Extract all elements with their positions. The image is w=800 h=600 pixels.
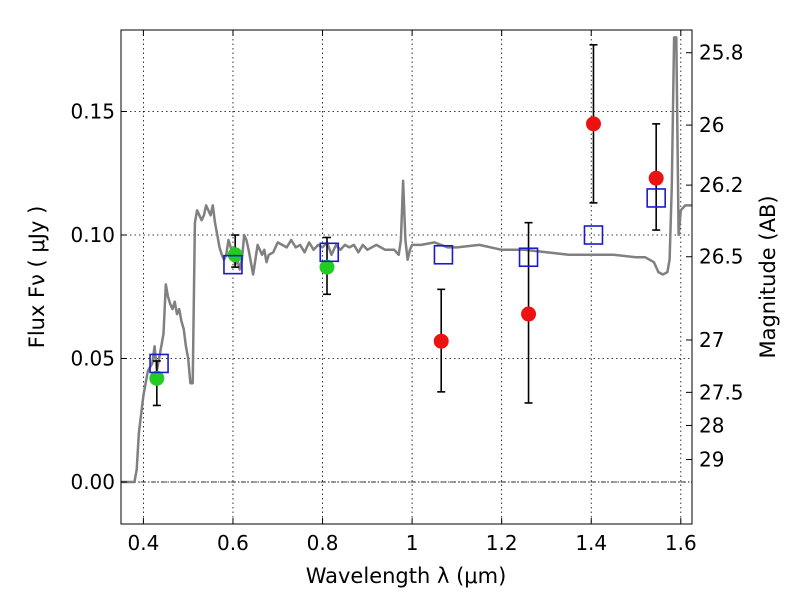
model-spectrum-line: [121, 36, 692, 484]
model-flux-square: [223, 254, 243, 275]
model-flux-square: [433, 244, 454, 265]
model-flux-square: [149, 353, 169, 374]
data-point: [319, 259, 335, 275]
magnitude-tick-label: 26.5: [699, 245, 744, 269]
data-point: [648, 170, 664, 186]
model-flux-square: [319, 242, 340, 263]
x-tick-label: 1.4: [575, 531, 607, 555]
x-tick-label: 0.4: [127, 531, 159, 555]
magnitude-tick-label: 29: [699, 448, 724, 472]
x-tick-label: 1: [406, 531, 419, 555]
magnitude-tick-label: 27.5: [699, 380, 744, 404]
plot-background: [121, 30, 692, 524]
magnitude-tick-label: 25.8: [699, 41, 744, 65]
y-axis-label-right: Magnitude (AB): [756, 195, 780, 358]
model-flux-square: [583, 225, 604, 245]
data-point: [149, 370, 165, 386]
plot-frame: [120, 29, 693, 525]
model-flux-square: [646, 188, 666, 208]
magnitude-tick-label: 27: [699, 328, 724, 352]
x-tick-label: 1.6: [665, 531, 697, 555]
data-point: [227, 247, 243, 263]
y-axis-label-left: Flux Fν ( μJy ): [25, 206, 49, 349]
y-tick-label: 0.00: [70, 470, 115, 494]
data-point: [433, 333, 449, 349]
data-point: [521, 306, 537, 322]
data-points: [149, 116, 666, 386]
y-tick-label: 0.05: [70, 347, 115, 371]
data-point: [585, 116, 601, 132]
magnitude-tick-label: 26: [699, 113, 724, 137]
x-axis-label: Wavelength λ (μm): [306, 564, 507, 588]
ticks: 0.4 0.6 0.8 1 1.2 1.4 1.6 0.00 0.05 0.10 0.15 25.8 2…: [70, 30, 744, 555]
model-spectrum: [121, 36, 692, 484]
x-tick-label: 1.2: [486, 531, 518, 555]
y-tick-label: 0.15: [70, 100, 115, 124]
magnitude-tick-label: 28: [699, 413, 724, 437]
x-tick-label: 0.8: [307, 531, 339, 555]
y-tick-label: 0.10: [70, 223, 115, 247]
model-flux-square: [518, 247, 539, 268]
x-tick-label: 0.6: [217, 531, 249, 555]
magnitude-tick-label: 26.2: [699, 173, 744, 197]
